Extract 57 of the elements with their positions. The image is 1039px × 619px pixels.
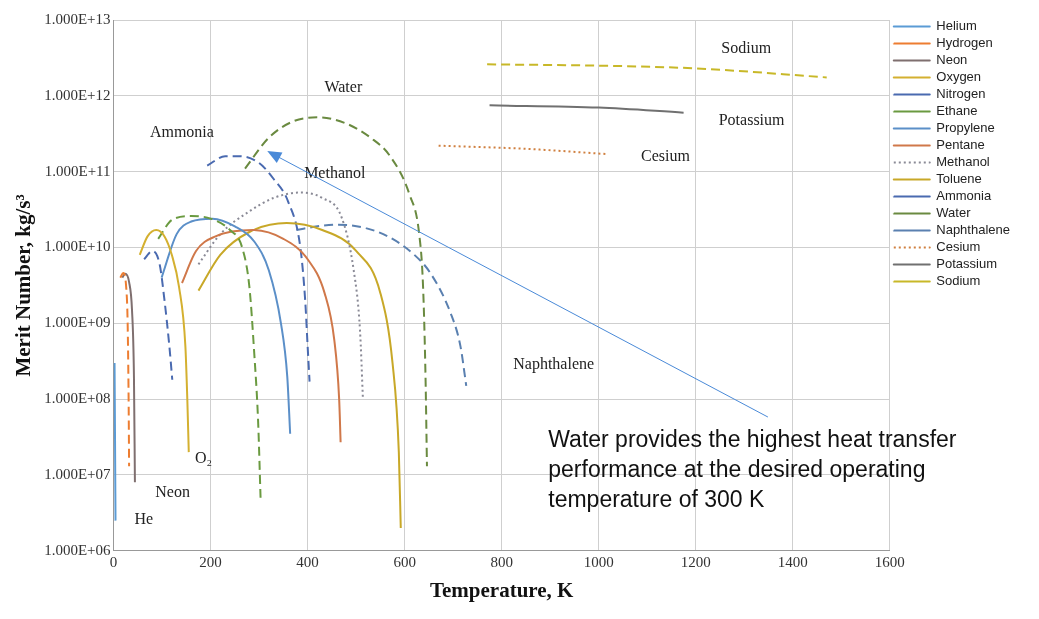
legend-label: Propylene	[936, 120, 995, 136]
y-tick-label: 1.000E+12	[44, 86, 111, 103]
y-axis-title: Merit Number, kg/s³	[11, 194, 36, 377]
legend-label: Pentane	[936, 137, 985, 153]
x-axis-title: Temperature, K	[429, 577, 575, 602]
x-tick-label: 800	[490, 553, 513, 570]
x-tick-label: 0	[109, 553, 118, 570]
x-tick-label: 1000	[583, 553, 614, 570]
line-series	[160, 217, 292, 435]
annotation: Methanol	[304, 164, 366, 182]
legend-label: Ethane	[936, 103, 978, 119]
annotation: Water provides the highest heat transfer performance at the desired operating temperature of 300 K	[548, 425, 957, 512]
legend-label: Potassium	[936, 256, 997, 272]
annotation: O₂	[195, 448, 213, 466]
annotation: Water	[324, 77, 363, 95]
legend-label: Cesium	[936, 239, 981, 255]
y-tick-label: 1.000E+13	[44, 10, 111, 27]
line-series	[138, 229, 190, 454]
annotation: Naphthalene	[513, 355, 595, 374]
line-series	[180, 229, 342, 444]
y-tick-label: 1.000E+08	[44, 390, 111, 407]
x-tick-label: 200	[199, 553, 222, 570]
annotation: He	[134, 510, 154, 528]
line-series	[119, 272, 131, 468]
y-tick-label: 1.000E+06	[44, 541, 112, 558]
annotation: Sodium	[721, 38, 772, 56]
line-series	[295, 223, 468, 387]
line-series	[486, 63, 828, 79]
legend-label: Hydrogen	[936, 35, 993, 51]
legend-label: Toluene	[936, 171, 982, 187]
legend-label: Ammonia	[936, 188, 992, 204]
legend-label: Sodium	[936, 273, 981, 289]
line-series	[157, 215, 262, 499]
line-series	[143, 249, 174, 381]
x-tick-label: 400	[296, 553, 319, 570]
line-series	[244, 116, 428, 468]
legend-label: Methanol	[936, 154, 990, 170]
legend-label: Oxygen	[936, 69, 982, 85]
annotation: Ammonia	[149, 123, 214, 141]
y-tick-label: 1.000E+10	[44, 238, 111, 255]
annotation: Cesium	[641, 147, 691, 165]
annotation: Neon	[155, 482, 190, 500]
x-tick-label: 1400	[777, 553, 808, 570]
line-series	[197, 222, 402, 529]
legend-label: Nitrogen	[936, 86, 986, 102]
y-tick-label: 1.000E+09	[44, 314, 111, 331]
y-tick-label: 1.000E+07	[44, 465, 112, 482]
y-tick-label: 1.000E+11	[44, 162, 111, 179]
legend-label: Water	[936, 205, 972, 221]
legend-label: Neon	[936, 52, 968, 68]
annotation: Potassium	[718, 110, 786, 128]
legend-label: Helium	[936, 18, 977, 34]
line-series	[121, 272, 136, 484]
x-tick-label: 1600	[874, 553, 905, 570]
legend-label: Naphthalene	[936, 222, 1011, 238]
x-tick-label: 1200	[680, 553, 711, 570]
x-tick-label: 600	[393, 553, 416, 570]
